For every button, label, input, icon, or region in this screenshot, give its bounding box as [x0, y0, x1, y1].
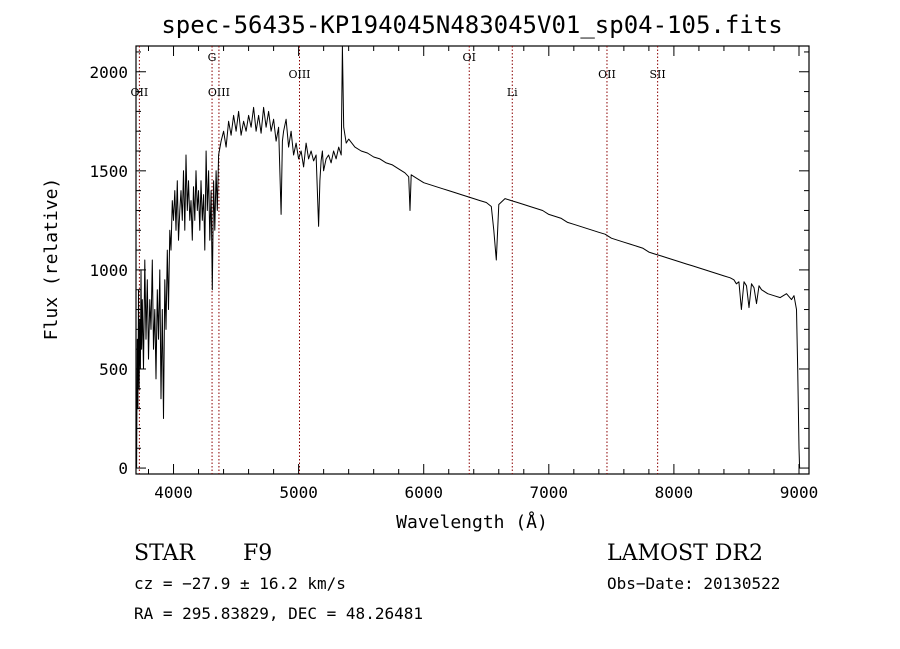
- spectral-line-label: OIII: [208, 86, 230, 99]
- plot-frame: [135, 45, 810, 475]
- x-tick-label: 6000: [404, 483, 443, 502]
- spectral-line-label: G: [208, 51, 217, 64]
- x-tick-label: 7000: [530, 483, 569, 502]
- x-tick-label: 8000: [655, 483, 694, 502]
- spectral-line-label: OII: [131, 86, 149, 99]
- spectrum-group: [136, 45, 801, 469]
- x-tick-label: 5000: [279, 483, 318, 502]
- x-axis: 4000 5000 6000 7000 8000 9000: [148, 46, 819, 502]
- line-markers: OII G OIII OIII OI Li OII SII: [131, 46, 666, 474]
- redshift-cz: cz = −27.9 ± 16.2 km/s: [134, 574, 346, 593]
- spectral-line-label: SII: [650, 68, 666, 81]
- spectral-line-label: Li: [507, 86, 518, 99]
- chart-title: spec-56435-KP194045N483045V01_sp04-105.f…: [161, 11, 782, 39]
- y-tick-label: 1000: [89, 261, 128, 280]
- x-tick-label: 9000: [780, 483, 819, 502]
- y-axis: 0 500 1000 1500 2000: [89, 51, 809, 478]
- coordinates: RA = 295.83829, DEC = 48.26481: [134, 604, 423, 623]
- y-tick-label: 2000: [89, 63, 128, 82]
- y-tick-label: 500: [99, 360, 128, 379]
- spectral-line-label: OIII: [288, 68, 310, 81]
- x-tick-label: 4000: [154, 483, 193, 502]
- y-axis-label: Flux (relative): [41, 178, 62, 341]
- spectral-type: F9: [243, 541, 272, 566]
- survey-name: LAMOST DR2: [607, 541, 763, 566]
- spectrum-line: [136, 45, 801, 469]
- y-tick-label: 0: [118, 459, 128, 478]
- y-tick-label: 1500: [89, 162, 128, 181]
- spectral-line-label: OI: [463, 51, 476, 64]
- spectral-line-label: OII: [598, 68, 616, 81]
- x-axis-label: Wavelength (Å): [396, 511, 548, 533]
- obs-date: Obs−Date: 20130522: [607, 574, 780, 593]
- object-class: STAR: [134, 541, 196, 566]
